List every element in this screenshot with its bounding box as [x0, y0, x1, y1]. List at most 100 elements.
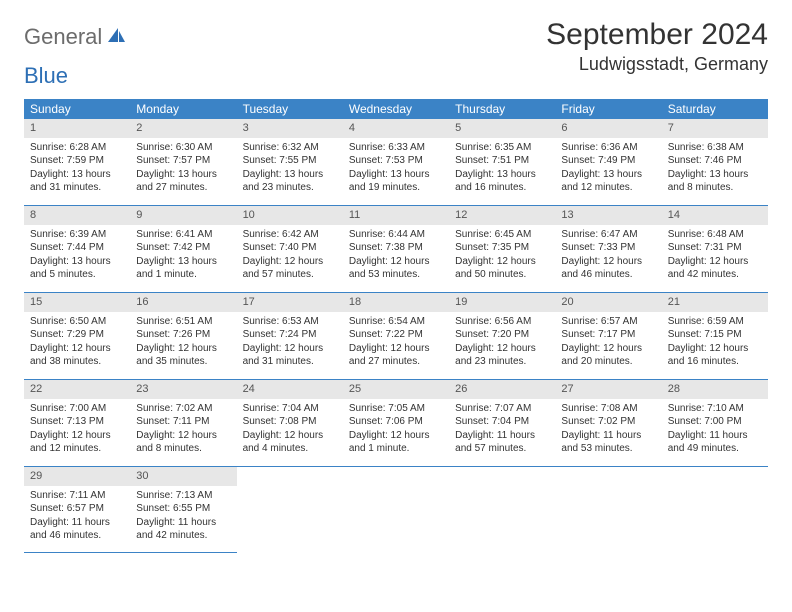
location-subtitle: Ludwigsstadt, Germany: [546, 54, 768, 75]
daylight-text: Daylight: 12 hours and 27 minutes.: [349, 342, 443, 369]
day-body: Sunrise: 7:05 AMSunset: 7:06 PMDaylight:…: [343, 399, 449, 461]
sunrise-text: Sunrise: 6:28 AM: [30, 141, 124, 155]
sunset-text: Sunset: 7:55 PM: [243, 154, 337, 168]
page-title: September 2024: [546, 18, 768, 52]
sunset-text: Sunset: 7:13 PM: [30, 415, 124, 429]
sunset-text: Sunset: 7:17 PM: [561, 328, 655, 342]
day-number: 13: [555, 206, 661, 225]
daylight-text: Daylight: 11 hours and 46 minutes.: [30, 516, 124, 543]
logo: General: [24, 18, 130, 50]
day-number: 2: [130, 119, 236, 138]
day-number: 17: [237, 293, 343, 312]
day-cell: 21Sunrise: 6:59 AMSunset: 7:15 PMDayligh…: [662, 293, 768, 379]
sunset-text: Sunset: 7:33 PM: [561, 241, 655, 255]
day-body: Sunrise: 6:47 AMSunset: 7:33 PMDaylight:…: [555, 225, 661, 287]
daylight-text: Daylight: 12 hours and 4 minutes.: [243, 429, 337, 456]
day-number: 18: [343, 293, 449, 312]
sunset-text: Sunset: 7:15 PM: [668, 328, 762, 342]
sunset-text: Sunset: 7:35 PM: [455, 241, 549, 255]
daylight-text: Daylight: 13 hours and 12 minutes.: [561, 168, 655, 195]
sunset-text: Sunset: 7:00 PM: [668, 415, 762, 429]
sunset-text: Sunset: 7:40 PM: [243, 241, 337, 255]
week-row: 22Sunrise: 7:00 AMSunset: 7:13 PMDayligh…: [24, 380, 768, 467]
daylight-text: Daylight: 11 hours and 57 minutes.: [455, 429, 549, 456]
day-cell: [343, 467, 449, 553]
sunset-text: Sunset: 7:46 PM: [668, 154, 762, 168]
day-body: Sunrise: 6:32 AMSunset: 7:55 PMDaylight:…: [237, 138, 343, 200]
day-cell: 29Sunrise: 7:11 AMSunset: 6:57 PMDayligh…: [24, 467, 130, 553]
daylight-text: Daylight: 12 hours and 16 minutes.: [668, 342, 762, 369]
day-cell: 13Sunrise: 6:47 AMSunset: 7:33 PMDayligh…: [555, 206, 661, 292]
day-body: Sunrise: 6:56 AMSunset: 7:20 PMDaylight:…: [449, 312, 555, 374]
daylight-text: Daylight: 13 hours and 5 minutes.: [30, 255, 124, 282]
weekday-header-row: Sunday Monday Tuesday Wednesday Thursday…: [24, 99, 768, 119]
day-cell: 3Sunrise: 6:32 AMSunset: 7:55 PMDaylight…: [237, 119, 343, 205]
sunrise-text: Sunrise: 7:13 AM: [136, 489, 230, 503]
day-cell: [449, 467, 555, 553]
day-cell: 23Sunrise: 7:02 AMSunset: 7:11 PMDayligh…: [130, 380, 236, 466]
day-body: Sunrise: 7:13 AMSunset: 6:55 PMDaylight:…: [130, 486, 236, 548]
sunrise-text: Sunrise: 6:54 AM: [349, 315, 443, 329]
sunset-text: Sunset: 7:53 PM: [349, 154, 443, 168]
daylight-text: Daylight: 12 hours and 50 minutes.: [455, 255, 549, 282]
day-number: 8: [24, 206, 130, 225]
day-cell: 8 Sunrise: 6:39 AMSunset: 7:44 PMDaylight…: [24, 206, 130, 292]
weekday-header: Friday: [555, 99, 661, 119]
day-number: 27: [555, 380, 661, 399]
daylight-text: Daylight: 11 hours and 49 minutes.: [668, 429, 762, 456]
day-cell: 1Sunrise: 6:28 AMSunset: 7:59 PMDaylight…: [24, 119, 130, 205]
week-row: 29Sunrise: 7:11 AMSunset: 6:57 PMDayligh…: [24, 467, 768, 553]
day-number: 24: [237, 380, 343, 399]
sunset-text: Sunset: 7:44 PM: [30, 241, 124, 255]
day-number: 12: [449, 206, 555, 225]
day-body: Sunrise: 6:59 AMSunset: 7:15 PMDaylight:…: [662, 312, 768, 374]
daylight-text: Daylight: 12 hours and 35 minutes.: [136, 342, 230, 369]
day-cell: 14Sunrise: 6:48 AMSunset: 7:31 PMDayligh…: [662, 206, 768, 292]
daylight-text: Daylight: 12 hours and 53 minutes.: [349, 255, 443, 282]
calendar: Sunday Monday Tuesday Wednesday Thursday…: [24, 99, 768, 553]
sunrise-text: Sunrise: 6:50 AM: [30, 315, 124, 329]
weekday-header: Wednesday: [343, 99, 449, 119]
sunrise-text: Sunrise: 6:42 AM: [243, 228, 337, 242]
day-cell: 6 Sunrise: 6:36 AMSunset: 7:49 PMDaylight…: [555, 119, 661, 205]
sunrise-text: Sunrise: 6:45 AM: [455, 228, 549, 242]
sunrise-text: Sunrise: 6:39 AM: [30, 228, 124, 242]
day-body: Sunrise: 6:48 AMSunset: 7:31 PMDaylight:…: [662, 225, 768, 287]
sunset-text: Sunset: 7:04 PM: [455, 415, 549, 429]
weekday-header: Tuesday: [237, 99, 343, 119]
sunrise-text: Sunrise: 6:36 AM: [561, 141, 655, 155]
day-body: Sunrise: 7:04 AMSunset: 7:08 PMDaylight:…: [237, 399, 343, 461]
day-number: 9: [130, 206, 236, 225]
sunset-text: Sunset: 7:49 PM: [561, 154, 655, 168]
sunset-text: Sunset: 7:20 PM: [455, 328, 549, 342]
daylight-text: Daylight: 11 hours and 42 minutes.: [136, 516, 230, 543]
sunset-text: Sunset: 7:11 PM: [136, 415, 230, 429]
weekday-header: Saturday: [662, 99, 768, 119]
day-body: Sunrise: 7:00 AMSunset: 7:13 PMDaylight:…: [24, 399, 130, 461]
day-number: 22: [24, 380, 130, 399]
day-cell: 26Sunrise: 7:07 AMSunset: 7:04 PMDayligh…: [449, 380, 555, 466]
sunrise-text: Sunrise: 6:44 AM: [349, 228, 443, 242]
logo-sail-icon: [106, 26, 126, 49]
day-number: 4: [343, 119, 449, 138]
day-body: Sunrise: 6:30 AMSunset: 7:57 PMDaylight:…: [130, 138, 236, 200]
day-cell: 4Sunrise: 6:33 AMSunset: 7:53 PMDaylight…: [343, 119, 449, 205]
logo-text-general: General: [24, 24, 102, 50]
day-body: Sunrise: 6:38 AMSunset: 7:46 PMDaylight:…: [662, 138, 768, 200]
day-number: 15: [24, 293, 130, 312]
sunset-text: Sunset: 7:57 PM: [136, 154, 230, 168]
sunrise-text: Sunrise: 7:07 AM: [455, 402, 549, 416]
weekday-header: Thursday: [449, 99, 555, 119]
day-body: Sunrise: 6:45 AMSunset: 7:35 PMDaylight:…: [449, 225, 555, 287]
day-number: 6: [555, 119, 661, 138]
sunrise-text: Sunrise: 6:51 AM: [136, 315, 230, 329]
sunrise-text: Sunrise: 6:57 AM: [561, 315, 655, 329]
day-body: Sunrise: 7:02 AMSunset: 7:11 PMDaylight:…: [130, 399, 236, 461]
day-cell: 11Sunrise: 6:44 AMSunset: 7:38 PMDayligh…: [343, 206, 449, 292]
day-cell: 5Sunrise: 6:35 AMSunset: 7:51 PMDaylight…: [449, 119, 555, 205]
day-number: 3: [237, 119, 343, 138]
day-cell: 27Sunrise: 7:08 AMSunset: 7:02 PMDayligh…: [555, 380, 661, 466]
day-number: 14: [662, 206, 768, 225]
day-cell: 17Sunrise: 6:53 AMSunset: 7:24 PMDayligh…: [237, 293, 343, 379]
sunrise-text: Sunrise: 6:35 AM: [455, 141, 549, 155]
